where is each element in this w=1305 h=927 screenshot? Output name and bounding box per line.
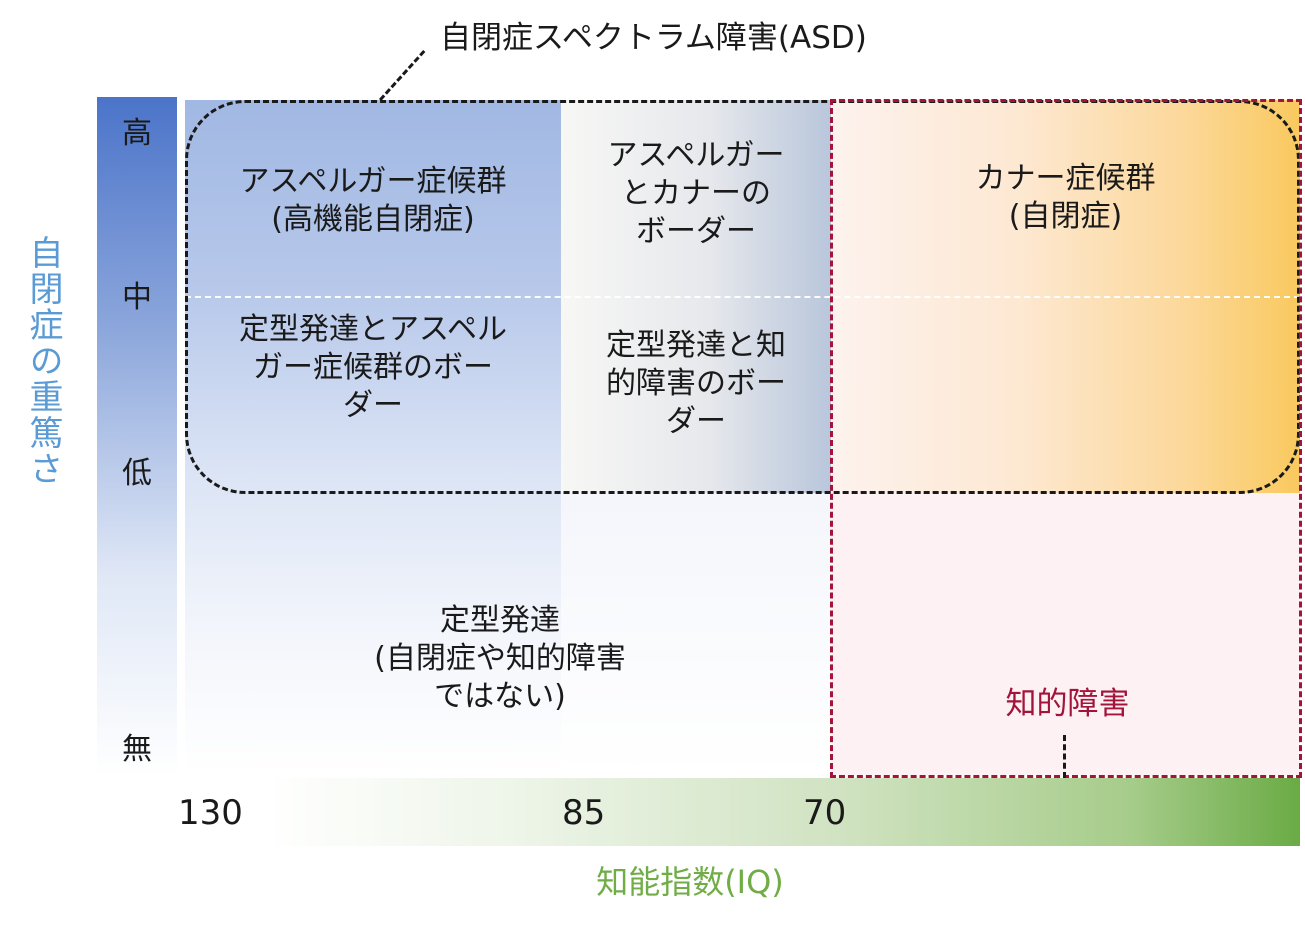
- typical-development-label: 定型発達 (自閉症や知的障害 ではない): [374, 603, 626, 714]
- iq-tick-85: 85: [562, 793, 606, 833]
- asd-title: 自閉症スペクトラム障害(ASD): [440, 20, 867, 56]
- kanner-label: カナー症候群 (自閉症): [975, 161, 1156, 234]
- intellectual-disability-label: 知的障害: [1005, 686, 1130, 722]
- severity-level-low: 低: [122, 456, 152, 491]
- asperger-region: [185, 100, 561, 775]
- asd-leader-line: [379, 49, 428, 104]
- iq-gradient-bar: [175, 778, 1300, 846]
- severity-gradient-bar: [97, 97, 177, 777]
- iq-tick-130: 130: [178, 793, 243, 833]
- intellectual-disability-leader-line: [1063, 735, 1069, 778]
- severity-level-medium: 中: [122, 280, 152, 315]
- asd-outline: [185, 100, 1300, 494]
- intellectual-disability-outline: [830, 99, 1302, 778]
- severity-level-high: 高: [122, 116, 152, 151]
- typical-id-border-label: 定型発達と知 的障害のボー ダー: [606, 328, 786, 439]
- severity-divider-line: [185, 296, 1300, 298]
- iq-tick-70: 70: [803, 793, 847, 833]
- iq-axis-title: 知能指数(IQ): [596, 863, 784, 901]
- intellectual-disability-region: [831, 493, 1300, 775]
- asperger-kanner-border-label: アスペルガー とカナーの ボーダー: [607, 138, 785, 249]
- asperger-label: アスペルガー症候群 (高機能自閉症): [239, 164, 507, 237]
- severity-axis-title: 自閉症の重篤さ: [23, 235, 63, 487]
- typical-id-lower-region: [561, 493, 831, 775]
- typical-asperger-border-label: 定型発達とアスペル ガー症候群のボー ダー: [239, 312, 507, 423]
- severity-level-none: 無: [122, 732, 152, 767]
